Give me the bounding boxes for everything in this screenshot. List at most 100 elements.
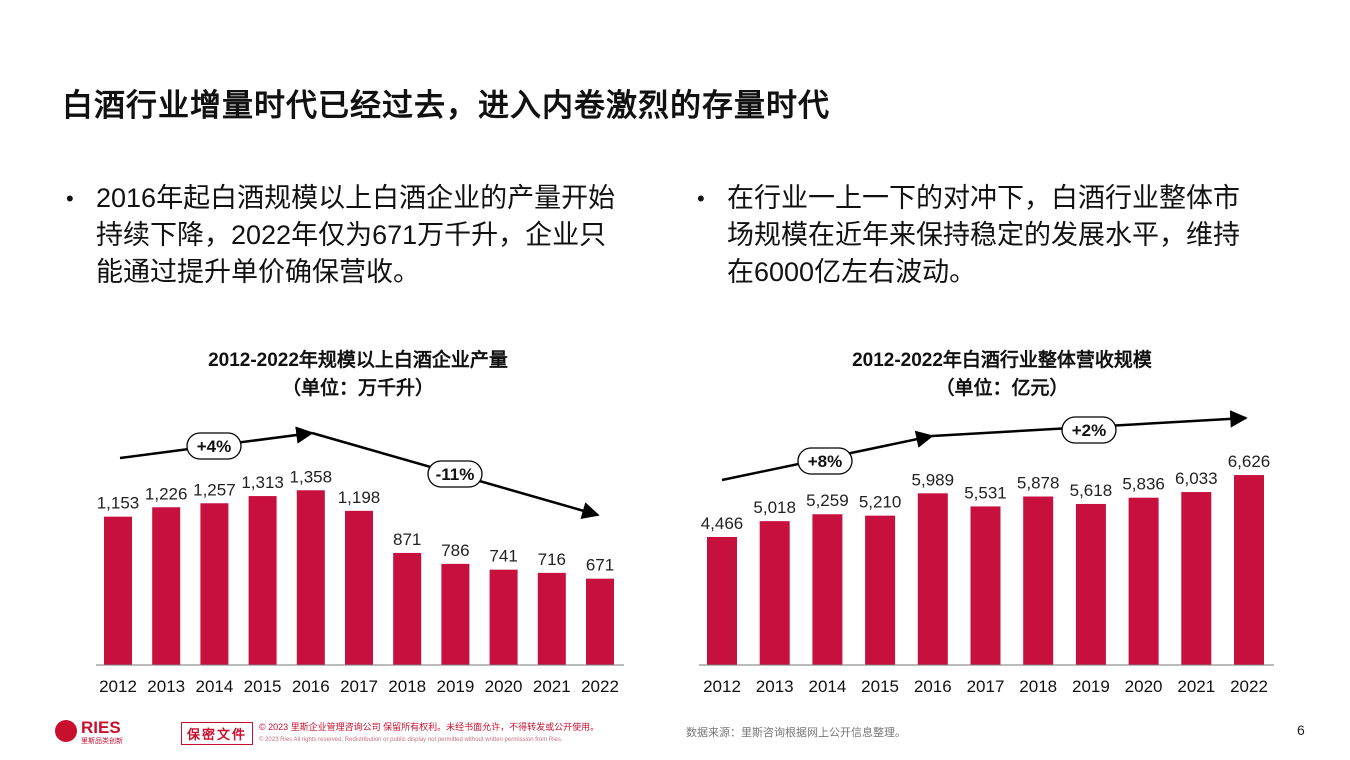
bar-2017 xyxy=(345,510,373,665)
data-label-2019: 786 xyxy=(441,541,469,560)
chart-subtitle: （单位：亿元） xyxy=(935,376,1068,399)
bullet-right-line-2: 场规模在近年来保持稳定的发展水平，维持 xyxy=(727,220,1240,250)
bar-2021 xyxy=(537,572,566,665)
tick-label-2020: 2020 xyxy=(485,677,523,696)
bullet-left-line-3: 能通过提升单价确保营收。 xyxy=(96,257,420,287)
tick-label-2022: 2022 xyxy=(1230,677,1268,696)
tick-label-2014: 2014 xyxy=(195,677,233,696)
data-label-2014: 5,259 xyxy=(806,491,849,510)
bar-2020 xyxy=(489,569,518,665)
data-label-2017: 5,531 xyxy=(964,483,1007,502)
production-chart-svg: 2012-2022年规模以上白酒企业产量 （单位：万千升） 1,153 2012 1,2… xyxy=(96,348,624,696)
growth-badge xyxy=(186,432,242,460)
revenue-chart: 2012-2022年白酒行业整体营收规模 （单位：亿元） 4,466 2012 5,01… xyxy=(670,340,1310,700)
bullet-left: • 2016年起白酒规模以上白酒企业的产量开始 持续下降，2022年仅为671万… xyxy=(66,180,666,295)
tick-label-2017: 2017 xyxy=(340,677,378,696)
tick-label-2020: 2020 xyxy=(1125,677,1163,696)
data-label-2015: 5,210 xyxy=(859,493,902,512)
bar-2013 xyxy=(759,521,790,665)
data-label-2012: 1,153 xyxy=(97,494,140,513)
bullet-right-line-3: 在6000亿左右波动。 xyxy=(727,257,977,287)
bar-2015 xyxy=(865,515,896,665)
growth-label: +8% xyxy=(808,452,843,471)
tick-label-2015: 2015 xyxy=(861,677,899,696)
tick-label-2015: 2015 xyxy=(244,677,282,696)
chart-title: 2012-2022年规模以上白酒企业产量 xyxy=(208,348,508,371)
bar-2012 xyxy=(707,536,737,665)
data-label-2013: 5,018 xyxy=(753,498,796,517)
growth-label: +2% xyxy=(1072,421,1107,440)
tick-label-2016: 2016 xyxy=(292,677,330,696)
data-label-2016: 5,989 xyxy=(912,470,955,489)
data-label-2022: 671 xyxy=(586,556,614,575)
growth-label: +4% xyxy=(197,437,232,456)
data-label-2013: 1,226 xyxy=(145,484,188,503)
chart-title: 2012-2022年白酒行业整体营收规模 xyxy=(852,348,1153,371)
bar-2019 xyxy=(441,563,470,665)
growth-badge xyxy=(427,460,483,488)
data-label-2020: 741 xyxy=(489,547,517,566)
bar-2018 xyxy=(393,552,422,665)
data-label-2018: 871 xyxy=(393,530,421,549)
tick-label-2014: 2014 xyxy=(808,677,846,696)
bar-2022 xyxy=(586,578,614,665)
bar-2018 xyxy=(1023,496,1054,665)
logo-subtext: 里斯品类创新 xyxy=(81,738,123,745)
bar-2014 xyxy=(200,503,229,665)
data-label-2017: 1,198 xyxy=(338,488,381,507)
copyright-cn: © 2023 里斯企业管理咨询公司 保留所有权利。未经书面允许，不得转发或公开使… xyxy=(259,722,600,732)
bar-2013 xyxy=(152,507,181,665)
data-label-2019: 5,618 xyxy=(1070,481,1113,500)
copyright-notice: © 2023 里斯企业管理咨询公司 保留所有权利。未经书面允许，不得转发或公开使… xyxy=(259,721,599,749)
growth-badge xyxy=(797,447,853,475)
bar-2016 xyxy=(296,490,325,665)
data-label-2012: 4,466 xyxy=(701,514,744,533)
logo-text: RIES xyxy=(81,718,121,737)
bar-2017 xyxy=(970,506,1001,665)
tick-label-2012: 2012 xyxy=(99,677,137,696)
data-label-2021: 6,033 xyxy=(1175,469,1218,488)
data-label-2020: 5,836 xyxy=(1122,475,1165,494)
copyright-en: © 2023 Ries All rights reserved. Redistr… xyxy=(259,737,563,743)
tick-label-2017: 2017 xyxy=(967,677,1005,696)
tick-label-2021: 2021 xyxy=(533,677,571,696)
bullet-dot: • xyxy=(697,186,705,211)
bar-2016 xyxy=(917,493,948,665)
tick-label-2022: 2022 xyxy=(581,677,619,696)
bar-2020 xyxy=(1128,497,1159,665)
revenue-chart-svg: 2012-2022年白酒行业整体营收规模 （单位：亿元） 4,466 2012 5,01… xyxy=(699,348,1274,696)
tick-label-2019: 2019 xyxy=(436,677,474,696)
chart-subtitle: （单位：万千升） xyxy=(282,376,434,399)
bar-2014 xyxy=(812,514,843,665)
data-label-2014: 1,257 xyxy=(193,480,236,499)
production-chart: 2012-2022年规模以上白酒企业产量 （单位：万千升） 1,153 2012 1,2… xyxy=(40,340,680,700)
growth-label: -11% xyxy=(436,465,475,484)
bullet-dot: • xyxy=(66,186,74,211)
data-label-2018: 5,878 xyxy=(1017,473,1060,492)
bullet-right: • 在行业一上一下的对冲下，白酒行业整体市 场规模在近年来保持稳定的发展水平，维… xyxy=(697,180,1317,295)
tick-label-2013: 2013 xyxy=(147,677,185,696)
confidential-badge: 保密文件 xyxy=(181,722,254,745)
page-title: 白酒行业增量时代已经过去，进入内卷激烈的存量时代 xyxy=(62,88,830,123)
bar-2012 xyxy=(104,516,132,665)
bar-2019 xyxy=(1075,503,1106,665)
data-label-2021: 716 xyxy=(538,550,566,569)
data-label-2022: 6,626 xyxy=(1228,452,1271,471)
bullet-left-line-1: 2016年起白酒规模以上白酒企业的产量开始 xyxy=(96,183,616,213)
tick-label-2018: 2018 xyxy=(1019,677,1057,696)
tick-label-2012: 2012 xyxy=(703,677,741,696)
data-label-2015: 1,313 xyxy=(241,473,284,492)
tick-label-2021: 2021 xyxy=(1177,677,1215,696)
bullet-left-line-2: 持续下降，2022年仅为671万千升，企业只 xyxy=(96,220,607,250)
bullet-right-line-1: 在行业一上一下的对冲下，白酒行业整体市 xyxy=(727,183,1240,213)
tick-label-2019: 2019 xyxy=(1072,677,1110,696)
bar-2015 xyxy=(248,496,277,665)
bar-2022 xyxy=(1234,475,1264,665)
logo-icon xyxy=(55,720,77,742)
page-number: 6 xyxy=(1297,722,1305,738)
tick-label-2018: 2018 xyxy=(388,677,426,696)
tick-label-2013: 2013 xyxy=(756,677,794,696)
ries-logo: RIES 里斯品类创新 xyxy=(55,718,140,748)
growth-badge xyxy=(1061,416,1117,444)
bar-2021 xyxy=(1181,492,1212,665)
